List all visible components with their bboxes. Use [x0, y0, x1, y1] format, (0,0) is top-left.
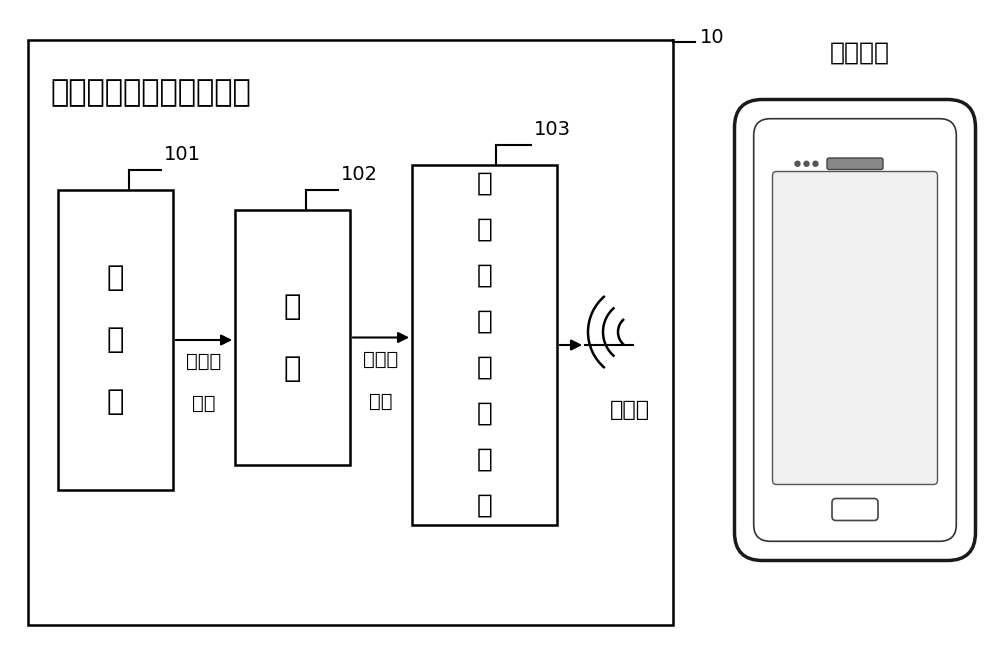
Text: 器: 器	[107, 264, 124, 292]
Text: 第: 第	[477, 493, 492, 519]
Text: 接: 接	[477, 263, 492, 289]
Text: 超声波发射器的检测装置: 超声波发射器的检测装置	[50, 78, 251, 107]
Text: 超: 超	[477, 401, 492, 427]
Text: 10: 10	[700, 28, 725, 47]
Text: 收: 收	[477, 217, 492, 243]
Text: 终端设备: 终端设备	[830, 40, 890, 65]
FancyBboxPatch shape	[754, 119, 956, 541]
Text: 信号: 信号	[369, 391, 393, 411]
Text: 103: 103	[534, 120, 571, 139]
Text: 器: 器	[477, 171, 492, 197]
FancyBboxPatch shape	[832, 498, 878, 521]
Circle shape	[804, 161, 809, 166]
Text: 波: 波	[477, 309, 492, 335]
Text: 声: 声	[284, 354, 301, 383]
Text: 处: 处	[107, 388, 124, 416]
FancyBboxPatch shape	[827, 158, 883, 170]
Text: 101: 101	[164, 145, 201, 164]
Bar	[58, 190, 173, 490]
FancyBboxPatch shape	[772, 172, 938, 484]
Text: 一: 一	[477, 447, 492, 473]
Text: 理: 理	[107, 326, 124, 354]
Circle shape	[813, 161, 818, 166]
Text: 卡: 卡	[284, 292, 301, 321]
Text: 第一数: 第一数	[186, 352, 222, 371]
Text: 字号: 字号	[192, 394, 216, 413]
Bar	[235, 210, 350, 465]
Bar	[28, 40, 673, 625]
Text: 超声波: 超声波	[610, 400, 650, 420]
Text: 声: 声	[477, 355, 492, 381]
Text: 102: 102	[341, 165, 378, 184]
Text: 第一电: 第一电	[363, 350, 399, 368]
Circle shape	[795, 161, 800, 166]
Bar	[412, 165, 557, 525]
FancyBboxPatch shape	[735, 100, 976, 560]
